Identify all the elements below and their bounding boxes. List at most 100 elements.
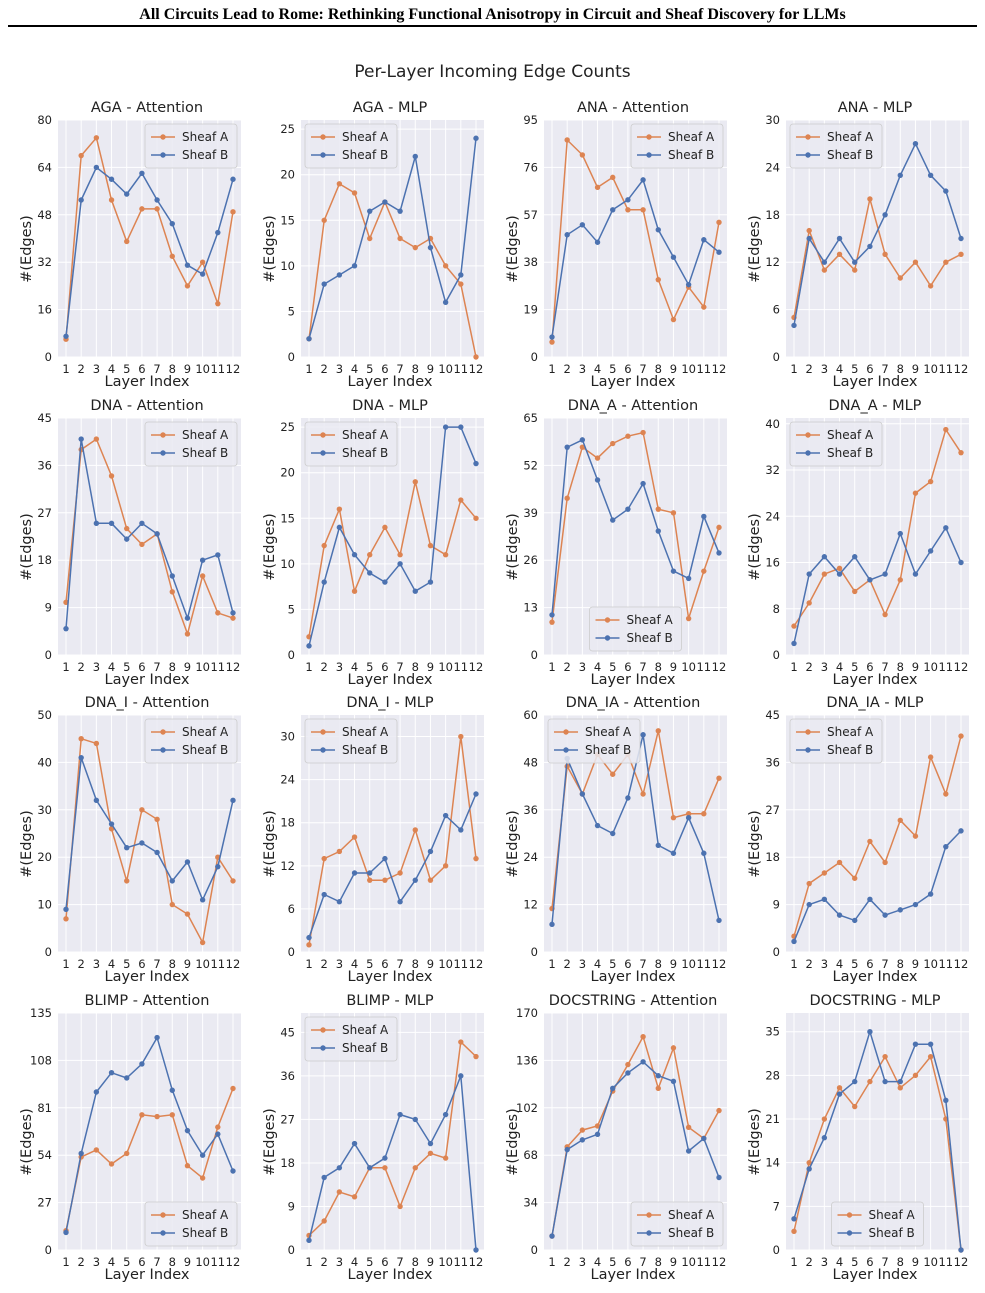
y-tick-label: 16: [765, 556, 780, 570]
point-sheaf-b: [154, 197, 160, 203]
series-line-sheaf-b: [551, 1060, 720, 1237]
point-sheaf-a: [351, 834, 358, 840]
y-tick-label: 60: [523, 708, 538, 722]
legend-label: Sheaf B: [668, 1226, 714, 1240]
point-sheaf-b: [230, 797, 236, 804]
point-sheaf-a: [124, 525, 130, 532]
legend: Sheaf A Sheaf B: [304, 718, 398, 764]
point-sheaf-a: [124, 878, 130, 884]
x-tick-label: 12: [954, 1255, 969, 1269]
point-sheaf-a: [594, 184, 601, 191]
point-sheaf-a: [367, 877, 373, 883]
point-sheaf-b: [124, 191, 130, 197]
x-tick-label: 11: [210, 957, 225, 971]
point-sheaf-b: [852, 554, 858, 560]
point-sheaf-a: [912, 1072, 919, 1079]
x-tick-label: 8: [897, 1255, 904, 1269]
legend: Sheaf A Sheaf B: [589, 606, 682, 652]
point-sheaf-a: [958, 733, 964, 739]
x-tick-label: 9: [427, 957, 434, 971]
subplot-title: DNA - MLP: [352, 398, 428, 414]
x-tick-label: 5: [609, 1255, 616, 1269]
x-tick-label: 6: [381, 957, 388, 971]
point-sheaf-a: [458, 733, 464, 740]
point-sheaf-a: [367, 235, 373, 242]
point-sheaf-a: [397, 552, 403, 558]
legend-label: Sheaf A: [182, 130, 229, 144]
y-tick-label: 9: [45, 601, 52, 615]
point-sheaf-b: [412, 1116, 418, 1123]
x-tick-label: 1: [548, 660, 555, 674]
series-line-sheaf-a: [65, 437, 234, 637]
x-tick-label: 11: [210, 660, 225, 674]
point-sheaf-a: [701, 811, 707, 817]
point-sheaf-b: [382, 855, 388, 862]
point-sheaf-b: [306, 336, 312, 342]
y-tick-label: 80: [37, 113, 52, 127]
x-tick-label: 2: [321, 1255, 328, 1269]
y-tick-label: 0: [531, 648, 538, 662]
x-tick-label: 3: [579, 1255, 586, 1269]
point-sheaf-a: [836, 251, 843, 257]
point-sheaf-b: [852, 917, 858, 924]
x-tick-label: 3: [821, 957, 828, 971]
point-sheaf-b: [806, 571, 812, 577]
point-sheaf-b: [473, 460, 479, 467]
subplot: 0 19 38 57 76 95 1 2 3 4 5 6 7 8 9 10 11 12 Sheaf A Sheaf B…: [486, 100, 729, 397]
y-tick-label: 10: [37, 898, 52, 912]
y-tick-label: 27: [37, 1196, 52, 1210]
x-tick-label: 9: [670, 957, 677, 971]
point-sheaf-b: [897, 172, 903, 178]
x-tick-label: 11: [696, 660, 711, 674]
point-sheaf-a: [716, 524, 722, 531]
subplot: 0 10 20 30 40 50 1 2 3 4 5 6 7 8 9 10 11 12 Sheaf A Sheaf B…: [0, 695, 243, 992]
point-sheaf-b: [108, 520, 115, 527]
x-tick-label: 1: [790, 660, 797, 674]
point-sheaf-b: [882, 1078, 888, 1085]
x-tick-label: 11: [453, 957, 468, 971]
x-tick-label: 9: [184, 660, 191, 674]
point-sheaf-a: [199, 1175, 206, 1181]
x-tick-label: 5: [123, 957, 130, 971]
x-tick-label: 1: [62, 957, 69, 971]
point-sheaf-a: [836, 859, 843, 866]
series-line-sheaf-b: [308, 793, 477, 938]
point-sheaf-a: [124, 238, 130, 245]
subplot-title: DNA_I - MLP: [346, 695, 434, 711]
point-sheaf-a: [852, 1103, 858, 1110]
point-sheaf-b: [716, 550, 722, 556]
x-tick-label: 2: [321, 362, 328, 376]
x-tick-label: 3: [336, 362, 343, 376]
y-tick-label: 24: [523, 850, 538, 864]
point-sheaf-b: [882, 212, 888, 218]
x-tick-label: 5: [366, 1255, 373, 1269]
x-axis-label: Layer Index: [590, 1267, 676, 1283]
legend-label: Sheaf B: [182, 1226, 228, 1240]
x-tick-label: 10: [681, 362, 696, 376]
x-tick-label: 6: [624, 1255, 631, 1269]
x-tick-label: 9: [184, 1255, 191, 1269]
point-sheaf-b: [351, 870, 358, 876]
point-sheaf-a: [610, 440, 616, 447]
point-sheaf-a: [912, 833, 919, 839]
series-line-sheaf-b: [65, 166, 234, 337]
point-sheaf-a: [670, 510, 677, 516]
x-tick-label: 8: [412, 957, 419, 971]
point-sheaf-a: [655, 276, 661, 283]
point-sheaf-b: [806, 235, 812, 242]
x-axis-label: Layer Index: [590, 672, 676, 688]
x-tick-label: 6: [866, 362, 873, 376]
point-sheaf-b: [169, 878, 175, 884]
point-sheaf-b: [139, 840, 145, 846]
y-tick-label: 0: [773, 350, 780, 364]
series-line-sheaf-a: [551, 138, 720, 343]
y-tick-label: 12: [523, 898, 538, 912]
x-axis-label: Layer Index: [347, 374, 433, 390]
x-tick-label: 12: [226, 362, 241, 376]
point-sheaf-a: [78, 152, 84, 159]
point-sheaf-b: [640, 480, 646, 487]
x-tick-label: 2: [78, 660, 85, 674]
